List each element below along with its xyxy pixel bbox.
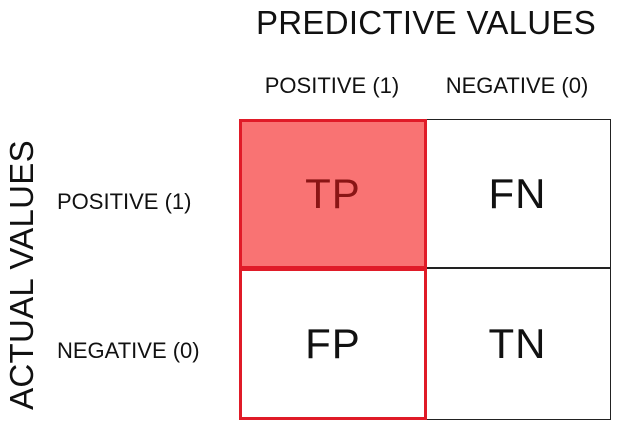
column-header-negative: NEGATIVE (0) — [445, 73, 589, 98]
predictive-values-title: PREDICTIVE VALUES — [255, 4, 597, 41]
row-header-negative: NEGATIVE (0) — [57, 338, 200, 363]
confusion-matrix-grid: FN TN FP TP — [239, 119, 611, 420]
cell-false-negative: FN — [425, 119, 611, 269]
row-header-positive: POSITIVE (1) — [57, 189, 192, 214]
column-header-positive: POSITIVE (1) — [264, 73, 400, 98]
cell-true-negative: TN — [425, 267, 611, 420]
cell-true-positive: TP — [239, 119, 427, 269]
actual-values-title-wrapper: ACTUAL VALUES — [0, 120, 44, 430]
actual-values-title: ACTUAL VALUES — [3, 140, 40, 410]
cell-false-positive: FP — [239, 268, 427, 420]
